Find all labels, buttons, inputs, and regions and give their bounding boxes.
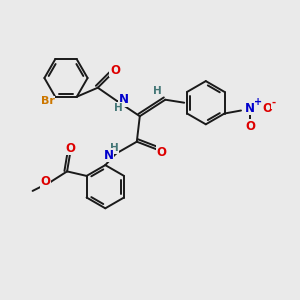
Text: H: H: [110, 143, 119, 153]
Text: -: -: [272, 98, 276, 108]
Text: O: O: [110, 64, 120, 77]
Text: N: N: [119, 93, 129, 106]
Text: O: O: [245, 120, 255, 133]
Text: O: O: [262, 102, 272, 115]
Text: Br: Br: [41, 96, 55, 106]
Text: O: O: [40, 176, 50, 188]
Text: H: H: [114, 103, 123, 113]
Text: H: H: [152, 86, 161, 96]
Text: +: +: [254, 97, 262, 107]
Text: N: N: [104, 149, 114, 162]
Text: N: N: [245, 102, 255, 115]
Text: O: O: [156, 146, 167, 159]
Text: O: O: [65, 142, 75, 154]
